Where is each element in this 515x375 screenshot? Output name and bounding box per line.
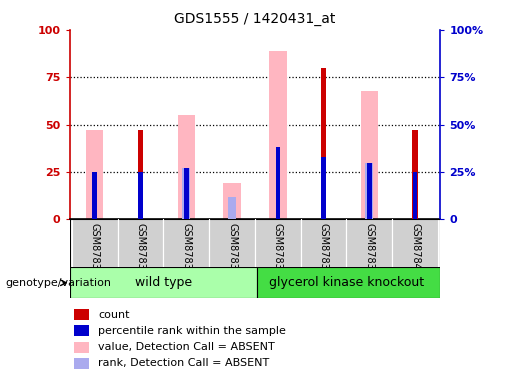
Bar bbox=[255, 219, 301, 268]
Text: GSM87837: GSM87837 bbox=[273, 223, 283, 276]
Bar bbox=[413, 172, 418, 219]
Title: GDS1555 / 1420431_at: GDS1555 / 1420431_at bbox=[174, 12, 336, 26]
Bar bbox=[178, 115, 195, 219]
Text: count: count bbox=[98, 310, 130, 320]
Bar bbox=[257, 267, 440, 298]
Bar bbox=[276, 147, 280, 219]
Bar bbox=[360, 91, 378, 219]
Bar bbox=[365, 163, 373, 219]
Bar bbox=[367, 163, 372, 219]
Text: GSM87836: GSM87836 bbox=[227, 223, 237, 276]
Text: GSM87840: GSM87840 bbox=[410, 223, 420, 276]
Text: GSM87839: GSM87839 bbox=[365, 223, 374, 276]
Bar bbox=[184, 168, 188, 219]
Text: wild type: wild type bbox=[135, 276, 192, 289]
Text: GSM87835: GSM87835 bbox=[181, 223, 191, 276]
Bar bbox=[92, 172, 97, 219]
Bar bbox=[138, 172, 143, 219]
Bar bbox=[347, 219, 392, 268]
Bar bbox=[321, 68, 327, 219]
Bar bbox=[321, 157, 326, 219]
Text: GSM87833: GSM87833 bbox=[90, 223, 100, 276]
Bar bbox=[163, 219, 209, 268]
Bar bbox=[138, 130, 143, 219]
Text: GSM87834: GSM87834 bbox=[135, 223, 145, 276]
Text: GSM87838: GSM87838 bbox=[319, 223, 329, 276]
Text: value, Detection Call = ABSENT: value, Detection Call = ABSENT bbox=[98, 342, 275, 352]
Bar bbox=[224, 183, 241, 219]
Text: percentile rank within the sample: percentile rank within the sample bbox=[98, 326, 286, 336]
Bar bbox=[74, 325, 90, 336]
Bar bbox=[182, 168, 191, 219]
Text: rank, Detection Call = ABSENT: rank, Detection Call = ABSENT bbox=[98, 358, 269, 368]
Bar bbox=[228, 196, 236, 219]
Bar bbox=[70, 267, 257, 298]
Bar bbox=[209, 219, 255, 268]
Bar bbox=[74, 342, 90, 353]
Bar bbox=[74, 309, 90, 320]
Bar bbox=[269, 51, 286, 219]
Text: glycerol kinase knockout: glycerol kinase knockout bbox=[269, 276, 424, 289]
Bar bbox=[301, 219, 347, 268]
Bar bbox=[413, 130, 418, 219]
Bar bbox=[117, 219, 163, 268]
Text: genotype/variation: genotype/variation bbox=[5, 278, 111, 288]
Bar bbox=[86, 130, 104, 219]
Bar bbox=[392, 219, 438, 268]
Bar bbox=[72, 219, 117, 268]
Bar bbox=[74, 358, 90, 369]
